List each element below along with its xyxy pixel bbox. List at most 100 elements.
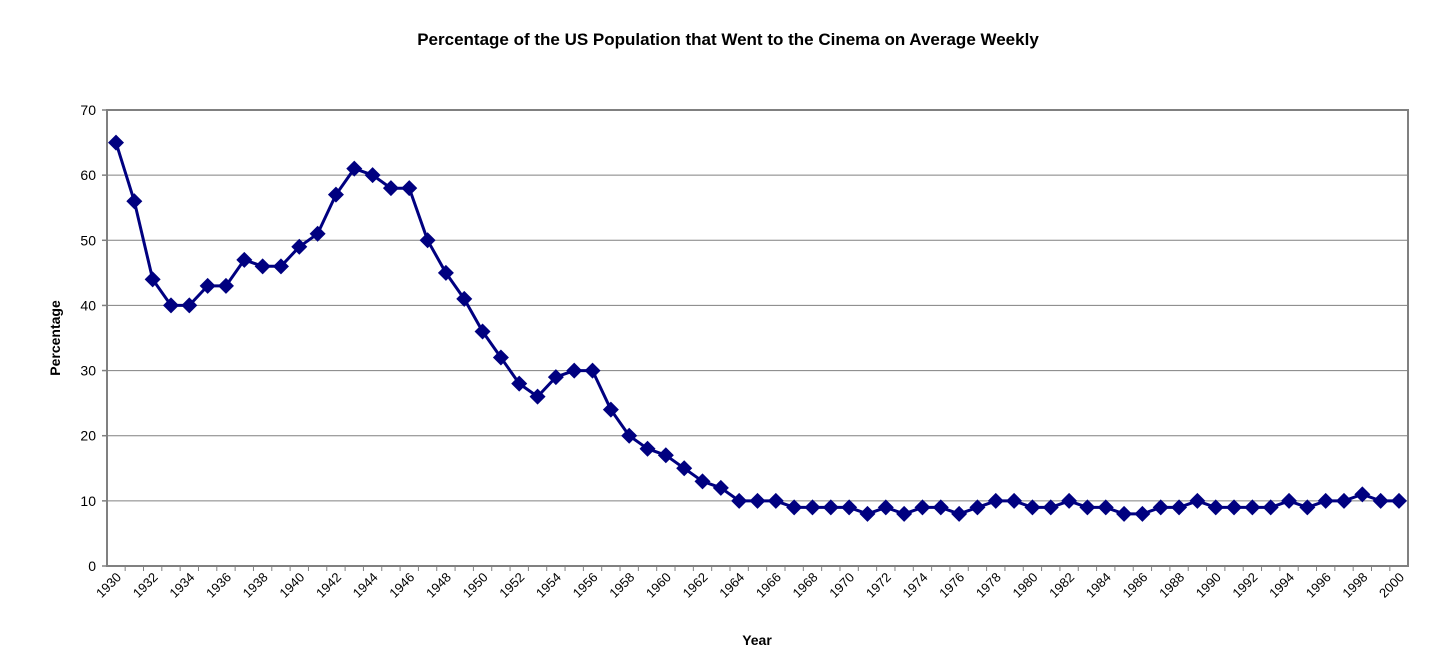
data-point-1971 [859,505,876,522]
x-tick-label: 1930 [93,570,124,601]
data-point-1992 [1244,499,1261,516]
data-point-1987 [1152,499,1169,516]
y-tick-label: 20 [80,428,96,444]
data-point-1994 [1281,492,1298,509]
data-point-1993 [1262,499,1279,516]
x-tick-label: 1944 [350,570,381,601]
data-point-1958 [621,427,638,444]
y-tick-label: 10 [80,493,96,509]
data-point-1964 [731,492,748,509]
data-point-1932 [144,271,161,288]
data-point-1973 [896,505,913,522]
x-tick-label: 1960 [643,570,674,601]
data-point-1975 [932,499,949,516]
x-tick-label: 2000 [1376,570,1407,601]
data-point-1968 [804,499,821,516]
data-point-1991 [1226,499,1243,516]
x-tick-label: 1982 [1046,570,1077,601]
x-tick-label: 1992 [1229,570,1260,601]
data-point-1951 [492,349,509,366]
data-point-1946 [401,180,418,197]
x-tick-label: 1948 [423,570,454,601]
data-point-1999 [1372,492,1389,509]
x-tick-label: 1938 [240,570,271,601]
data-point-1934 [181,297,198,314]
data-point-1935 [199,277,216,294]
data-point-1945 [382,180,399,197]
data-point-1998 [1354,486,1371,503]
x-tick-label: 1952 [496,570,527,601]
y-tick-label: 40 [80,297,96,313]
data-point-1996 [1317,492,1334,509]
x-tick-label: 1956 [570,570,601,601]
y-tick-label: 60 [80,167,96,183]
data-point-1962 [694,473,711,490]
gridlines [107,174,1408,502]
data-point-1977 [969,499,986,516]
x-tick-label: 1980 [1009,570,1040,601]
data-point-1967 [786,499,803,516]
data-point-1980 [1024,499,1041,516]
x-tick-label: 1942 [313,570,344,601]
data-point-1997 [1336,492,1353,509]
x-tick-label: 1986 [1119,570,1150,601]
x-tick-label: 1954 [533,570,564,601]
data-point-1930 [108,134,124,151]
x-tick-label: 1996 [1303,570,1334,601]
data-point-1961 [676,460,693,477]
x-tick-label: 1978 [973,570,1004,601]
data-point-1942 [327,186,344,203]
data-point-1931 [126,193,143,210]
x-tick-label: 1936 [203,570,234,601]
data-point-1979 [1006,492,1023,509]
y-axis-ticks: 0 10 20 30 40 50 60 70 [80,102,107,574]
data-point-1990 [1207,499,1224,516]
data-point-1957 [602,401,619,418]
x-axis-label: Year [742,632,772,648]
x-tick-label: 1970 [826,570,857,601]
data-point-1960 [657,447,674,464]
x-tick-label: 1950 [460,570,491,601]
data-point-1972 [877,499,894,516]
data-point-1937 [236,251,253,268]
data-point-1938 [254,258,271,275]
data-point-1949 [456,290,473,307]
data-point-1983 [1079,499,1096,516]
data-point-1950 [474,323,491,340]
x-tick-label: 1972 [863,570,894,601]
series-line [114,142,1399,516]
x-tick-label: 1974 [900,570,931,601]
x-tick-label: 1962 [680,570,711,601]
data-point-1995 [1299,499,1316,516]
x-tick-label: 1964 [716,570,747,601]
data-point-1970 [841,499,858,516]
x-tick-label: 1994 [1266,570,1297,601]
x-tick-label: 1934 [166,570,197,601]
x-axis-ticks: 1930 1932 1934 1936 1938 1940 1942 1944 1946 1948… [93,566,1407,601]
data-point-1959 [639,440,656,457]
data-point-1985 [1116,505,1133,522]
data-point-1939 [272,258,289,275]
data-point-1941 [309,225,326,242]
data-point-1986 [1134,505,1151,522]
x-tick-label: 1990 [1193,570,1224,601]
x-tick-label: 1940 [276,570,307,601]
data-point-1953 [529,388,546,405]
data-point-1966 [767,492,784,509]
data-point-1955 [566,362,583,379]
data-point-1976 [951,505,968,522]
data-point-1969 [822,499,839,516]
data-point-1948 [437,264,454,281]
data-point-1963 [712,479,729,496]
data-point-1978 [987,492,1004,509]
x-tick-label: 1998 [1339,570,1370,601]
data-point-1940 [291,238,308,255]
data-point-1933 [162,297,179,314]
plot-frame [106,109,1409,567]
data-point-1947 [419,232,436,249]
y-tick-label: 70 [80,102,96,118]
x-tick-label: 1968 [790,570,821,601]
chart-title: Percentage of the US Population that Wen… [417,30,1039,49]
x-tick-label: 1946 [386,570,417,601]
